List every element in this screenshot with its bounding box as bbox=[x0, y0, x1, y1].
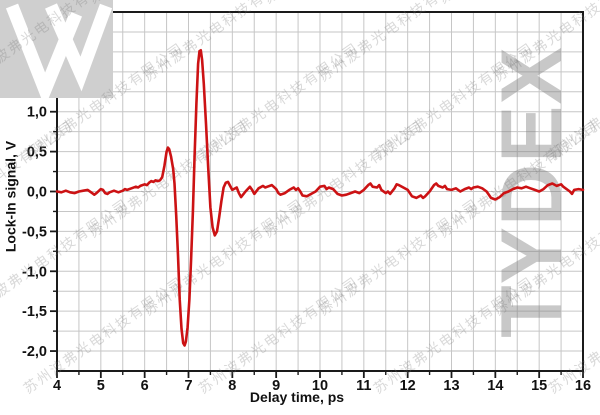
x-tick-label: 9 bbox=[272, 378, 280, 394]
lock-in-signal-trace bbox=[55, 48, 585, 347]
x-tick-label: 6 bbox=[141, 378, 149, 394]
y-tick-label: 0,0 bbox=[27, 185, 47, 201]
y-tick-label: -2,0 bbox=[22, 344, 47, 360]
tydex-logo-v-right bbox=[45, 3, 113, 92]
y-axis-title: Lock-In signal, V bbox=[2, 140, 19, 253]
y-tick-label: -1,0 bbox=[22, 264, 47, 280]
x-axis-title: Delay time, ps bbox=[249, 389, 345, 405]
x-tick-label: 7 bbox=[184, 378, 192, 394]
tydex-logo-icon bbox=[0, 0, 113, 98]
x-tick-label: 4 bbox=[53, 378, 61, 394]
x-tick-label: 13 bbox=[443, 378, 459, 394]
x-tick-label: 16 bbox=[575, 378, 591, 394]
y-tick-label: -1,5 bbox=[22, 304, 47, 320]
x-tick-label: 14 bbox=[487, 378, 503, 394]
x-tick-label: 15 bbox=[531, 378, 547, 394]
x-tick-label: 12 bbox=[400, 378, 416, 394]
x-tick-label: 5 bbox=[97, 378, 105, 394]
y-tick-label: -0,5 bbox=[22, 224, 47, 240]
x-tick-label: 8 bbox=[228, 378, 236, 394]
x-tick-label: 10 bbox=[312, 378, 328, 394]
y-tick-label: 1,0 bbox=[27, 105, 47, 121]
x-tick-label: 11 bbox=[356, 378, 371, 394]
y-tick-label: 0,5 bbox=[27, 145, 47, 161]
